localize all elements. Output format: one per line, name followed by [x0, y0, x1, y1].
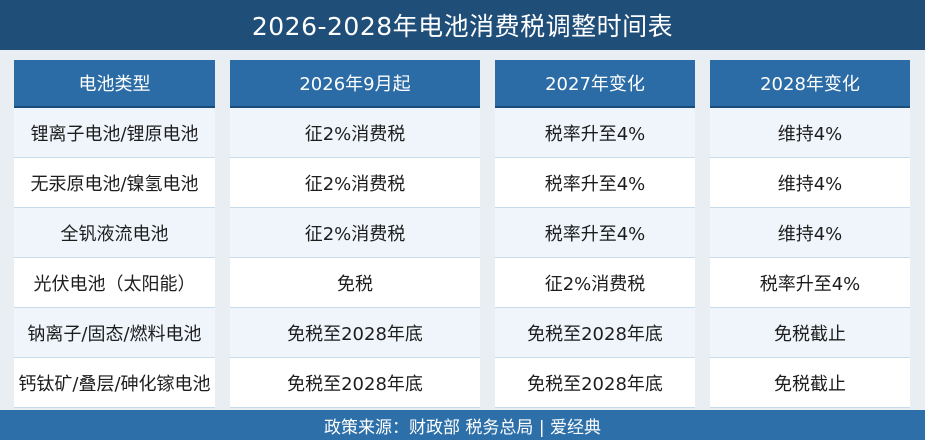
column-header: 2026年9月起 [230, 60, 480, 108]
column-2028: 2028年变化 维持4% 维持4% 维持4% 税率升至4% 免税截止 免税截止 [710, 60, 910, 408]
table-cell: 税率升至4% [495, 108, 695, 158]
column-header: 2028年变化 [710, 60, 910, 108]
table-cell: 免税至2028年底 [230, 358, 480, 408]
table-cell: 钠离子/固态/燃料电池 [14, 308, 215, 358]
table-cell: 税率升至4% [495, 158, 695, 208]
column-battery-type: 电池类型 锂离子电池/锂原电池 无汞原电池/镍氢电池 全钒液流电池 光伏电池（太… [14, 60, 215, 408]
column-header: 2027年变化 [495, 60, 695, 108]
table-cell: 维持4% [710, 208, 910, 258]
table-cell: 免税截止 [710, 308, 910, 358]
table-title: 2026-2028年电池消费税调整时间表 [0, 0, 925, 50]
table-cell: 征2%消费税 [230, 108, 480, 158]
table-cell: 维持4% [710, 108, 910, 158]
column-header: 电池类型 [14, 60, 215, 108]
table-cell: 免税至2028年底 [495, 308, 695, 358]
table-cell: 征2%消费税 [495, 258, 695, 308]
table-cell: 钙钛矿/叠层/砷化镓电池 [14, 358, 215, 408]
column-2026: 2026年9月起 征2%消费税 征2%消费税 征2%消费税 免税 免税至2028… [230, 60, 480, 408]
table-cell: 税率升至4% [495, 208, 695, 258]
table-cell: 免税至2028年底 [495, 358, 695, 408]
table-cell: 征2%消费税 [230, 158, 480, 208]
tax-schedule-table: 电池类型 锂离子电池/锂原电池 无汞原电池/镍氢电池 全钒液流电池 光伏电池（太… [0, 50, 925, 410]
table-cell: 光伏电池（太阳能） [14, 258, 215, 308]
table-cell: 征2%消费税 [230, 208, 480, 258]
table-cell: 免税至2028年底 [230, 308, 480, 358]
table-cell: 免税 [230, 258, 480, 308]
column-2027: 2027年变化 税率升至4% 税率升至4% 税率升至4% 征2%消费税 免税至2… [495, 60, 695, 408]
source-footer: 政策来源：财政部 税务总局 | 爱经典 [0, 410, 925, 440]
table-cell: 税率升至4% [710, 258, 910, 308]
table-cell: 免税截止 [710, 358, 910, 408]
table-cell: 锂离子电池/锂原电池 [14, 108, 215, 158]
table-cell: 无汞原电池/镍氢电池 [14, 158, 215, 208]
table-cell: 全钒液流电池 [14, 208, 215, 258]
table-cell: 维持4% [710, 158, 910, 208]
